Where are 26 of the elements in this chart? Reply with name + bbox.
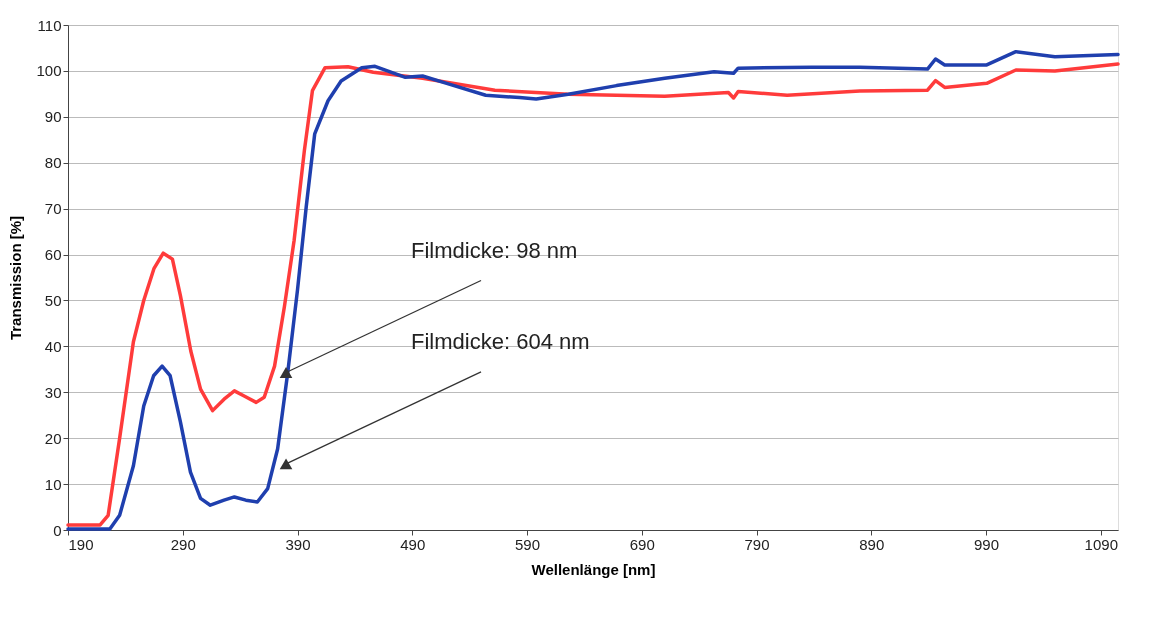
y-tick-label: 100 (36, 62, 62, 80)
annotation: Filmdicke: 98 nm (411, 237, 578, 263)
x-tick-label: 390 (285, 535, 311, 553)
x-tick-label: 990 (974, 535, 1000, 553)
y-tick-label: 50 (44, 291, 62, 309)
x-tick-label: 690 (629, 535, 655, 553)
x-tick-label: 790 (744, 535, 770, 553)
annotation: Filmdicke: 604 nm (411, 328, 590, 354)
y-tick-label: 20 (44, 429, 62, 447)
y-tick-label: 110 (37, 16, 62, 34)
x-tick-label: 590 (515, 535, 541, 553)
y-tick-label: 70 (44, 200, 62, 218)
x-tick-label: 290 (170, 535, 196, 553)
x-tick-label: 190 (68, 535, 94, 553)
x-tick-label: 490 (400, 535, 426, 553)
x-tick-label: 1090 (1084, 535, 1118, 553)
y-axis-title: Transmission [%] (7, 215, 25, 341)
x-tick-label: 890 (859, 535, 885, 553)
y-tick-label: 60 (44, 246, 62, 264)
y-tick-label: 40 (44, 337, 62, 355)
y-tick-label: 90 (44, 108, 62, 126)
y-tick-label: 80 (44, 154, 62, 172)
y-tick-label: 30 (44, 383, 62, 401)
y-tick-label: 0 (53, 521, 62, 539)
y-tick-label: 10 (44, 475, 62, 493)
x-axis-title: Wellenlänge [nm] (531, 560, 656, 578)
